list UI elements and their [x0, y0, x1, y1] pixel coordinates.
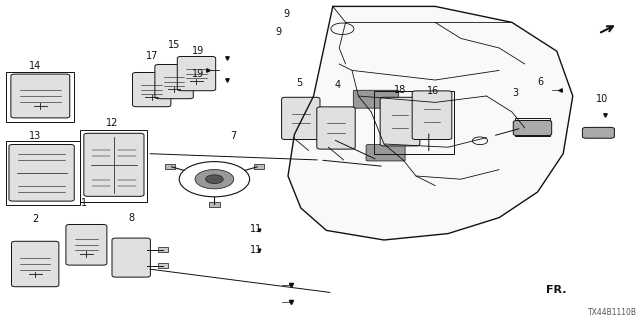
Text: FR.: FR.	[546, 284, 566, 295]
Text: 15: 15	[168, 40, 180, 50]
Bar	[209, 202, 220, 207]
Text: 2: 2	[32, 214, 38, 224]
FancyBboxPatch shape	[155, 65, 193, 99]
Text: 11: 11	[250, 244, 262, 255]
Bar	[165, 164, 175, 169]
Text: 9: 9	[275, 27, 282, 37]
FancyBboxPatch shape	[66, 225, 107, 265]
FancyBboxPatch shape	[353, 90, 399, 108]
Text: 4: 4	[334, 80, 340, 90]
FancyBboxPatch shape	[366, 145, 405, 161]
Text: 9: 9	[283, 9, 289, 20]
Bar	[253, 164, 264, 169]
Text: TX44B1110B: TX44B1110B	[588, 308, 637, 317]
Text: 1: 1	[81, 198, 88, 208]
Text: 18: 18	[394, 84, 406, 95]
Bar	[80, 130, 147, 202]
FancyBboxPatch shape	[12, 241, 59, 287]
Bar	[158, 247, 168, 252]
Text: 17: 17	[145, 51, 158, 61]
Text: 16: 16	[427, 86, 440, 96]
Text: 19: 19	[192, 68, 205, 79]
Text: 14: 14	[29, 60, 42, 71]
Polygon shape	[288, 6, 573, 240]
FancyBboxPatch shape	[380, 97, 420, 146]
Bar	[515, 118, 550, 136]
Text: 5: 5	[296, 78, 302, 88]
FancyBboxPatch shape	[412, 91, 452, 140]
Text: 10: 10	[595, 94, 608, 104]
FancyBboxPatch shape	[11, 74, 70, 118]
FancyBboxPatch shape	[177, 56, 216, 91]
Text: 19: 19	[192, 46, 205, 56]
FancyBboxPatch shape	[282, 97, 320, 140]
Text: 11: 11	[250, 224, 262, 234]
Bar	[6, 141, 80, 205]
FancyBboxPatch shape	[9, 145, 74, 201]
FancyBboxPatch shape	[84, 133, 144, 196]
Text: 7: 7	[230, 131, 237, 141]
Text: 8: 8	[128, 212, 134, 223]
Text: 3: 3	[513, 88, 519, 98]
FancyBboxPatch shape	[582, 127, 614, 138]
Text: 6: 6	[538, 76, 544, 87]
Bar	[158, 263, 168, 268]
Circle shape	[205, 175, 223, 184]
Text: 12: 12	[106, 118, 118, 128]
FancyBboxPatch shape	[317, 107, 355, 149]
Bar	[6, 72, 74, 122]
FancyBboxPatch shape	[132, 73, 171, 107]
FancyBboxPatch shape	[513, 120, 552, 135]
FancyBboxPatch shape	[112, 238, 150, 277]
Text: 13: 13	[29, 131, 42, 141]
Bar	[374, 91, 454, 154]
Circle shape	[195, 170, 234, 189]
